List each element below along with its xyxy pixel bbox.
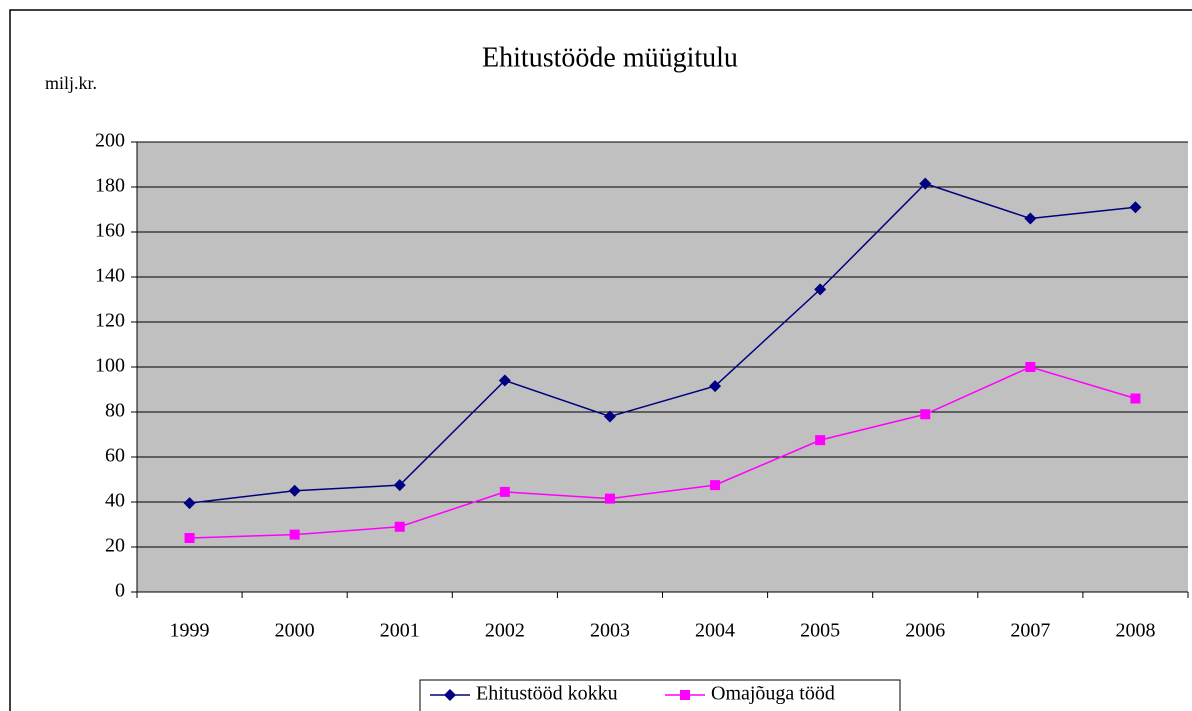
y-tick-label: 60 (105, 445, 125, 467)
point-marker (394, 521, 405, 532)
point-marker (1130, 393, 1141, 404)
point-marker (183, 497, 196, 510)
point-marker (814, 283, 827, 296)
point-marker (603, 410, 616, 423)
point-marker (499, 486, 510, 497)
point-marker (604, 493, 615, 504)
point-marker (498, 374, 511, 387)
y-tick-label: 140 (95, 265, 125, 287)
point-marker (920, 409, 931, 420)
x-tick-label: 2003 (590, 620, 630, 642)
y-tick-label: 180 (95, 175, 125, 197)
legend-marker (680, 690, 690, 700)
x-tick-label: 2005 (800, 620, 840, 642)
point-marker (288, 484, 301, 497)
x-tick-label: 2008 (1115, 620, 1155, 642)
x-tick-label: 2002 (485, 620, 525, 642)
y-tick-label: 160 (95, 220, 125, 242)
x-tick-label: 2004 (695, 620, 735, 642)
point-marker (184, 533, 195, 543)
chart-title: Ehitustööde müügitulu (482, 42, 738, 73)
legend-box (419, 679, 901, 711)
series-line (189, 366, 1136, 539)
x-tick-label: 2006 (905, 620, 945, 642)
y-tick-label: 40 (105, 490, 125, 512)
x-tick-label: 1999 (170, 620, 210, 642)
point-marker (1129, 201, 1142, 214)
x-tick-label: 2001 (380, 620, 420, 642)
y-tick-label: 20 (105, 535, 125, 557)
x-tick-label: 2007 (1010, 620, 1050, 642)
y-tick-label: 120 (95, 310, 125, 332)
point-marker (815, 435, 826, 446)
y-axis-label: milj.kr. (45, 73, 97, 93)
y-tick-label: 80 (105, 400, 125, 422)
point-marker (393, 479, 406, 492)
point-marker (289, 529, 300, 540)
point-marker (919, 177, 932, 190)
legend-marker (444, 689, 456, 701)
point-marker (709, 380, 722, 393)
legend-label: Ehitustööd kokku (476, 683, 618, 705)
x-tick-label: 2000 (275, 620, 315, 642)
y-tick-label: 0 (115, 580, 125, 602)
y-tick-label: 100 (95, 355, 125, 377)
series-line (189, 182, 1136, 504)
point-marker (710, 480, 721, 491)
point-marker (1025, 362, 1036, 372)
legend-label: Omajõuga tööd (711, 683, 835, 705)
y-tick-label: 200 (95, 130, 125, 152)
point-marker (1024, 212, 1037, 225)
